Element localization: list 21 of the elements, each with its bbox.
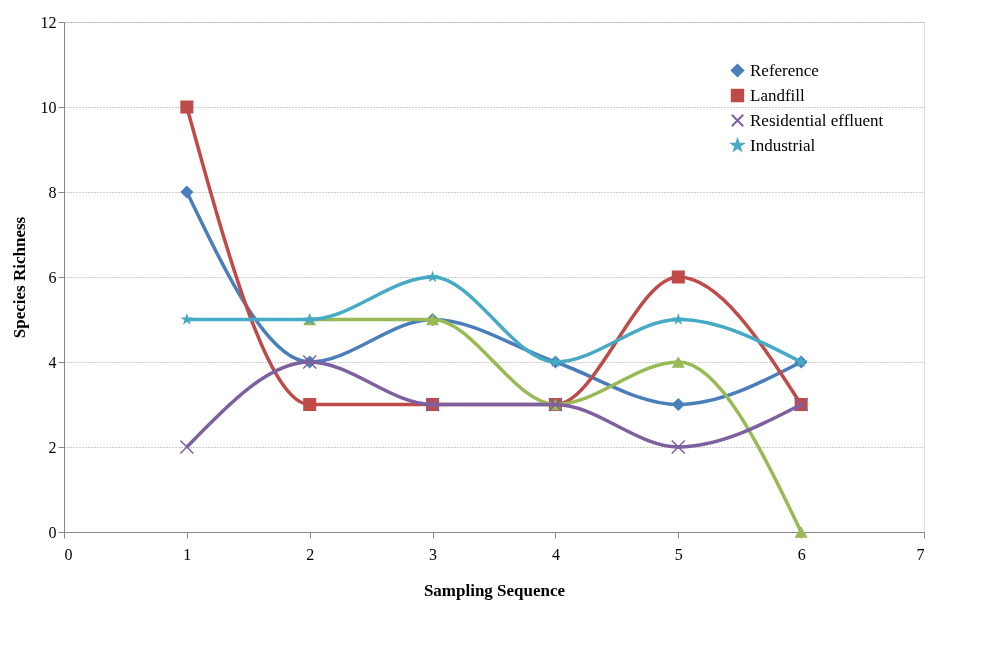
- x-tick-label: 5: [674, 545, 683, 563]
- x-tick-label: 2: [306, 545, 315, 563]
- y-tick-label: 2: [48, 438, 57, 456]
- y-axis-title: Species Richness: [9, 216, 29, 339]
- x-tick-label: 0: [64, 545, 73, 563]
- x-axis-title: Sampling Sequence: [423, 580, 566, 600]
- y-tick-label: 10: [40, 98, 57, 116]
- x-tick-label: 6: [797, 545, 806, 563]
- x-tick-label: 3: [429, 545, 438, 563]
- y-tick-label: 0: [48, 523, 57, 541]
- legend-label: Residential effluent: [750, 110, 884, 130]
- y-tick-label: 6: [48, 268, 57, 286]
- x-tick-label: 4: [551, 545, 560, 563]
- y-tick-label: 4: [48, 353, 57, 371]
- legend-label: Industrial: [750, 135, 816, 155]
- x-tick-label: 1: [183, 545, 192, 563]
- x-tick-label: 7: [916, 545, 925, 563]
- y-tick-label: 12: [40, 13, 57, 31]
- legend-label: Landfill: [750, 85, 806, 105]
- y-tick-label: 8: [48, 183, 57, 201]
- legend-label: Reference: [750, 60, 819, 80]
